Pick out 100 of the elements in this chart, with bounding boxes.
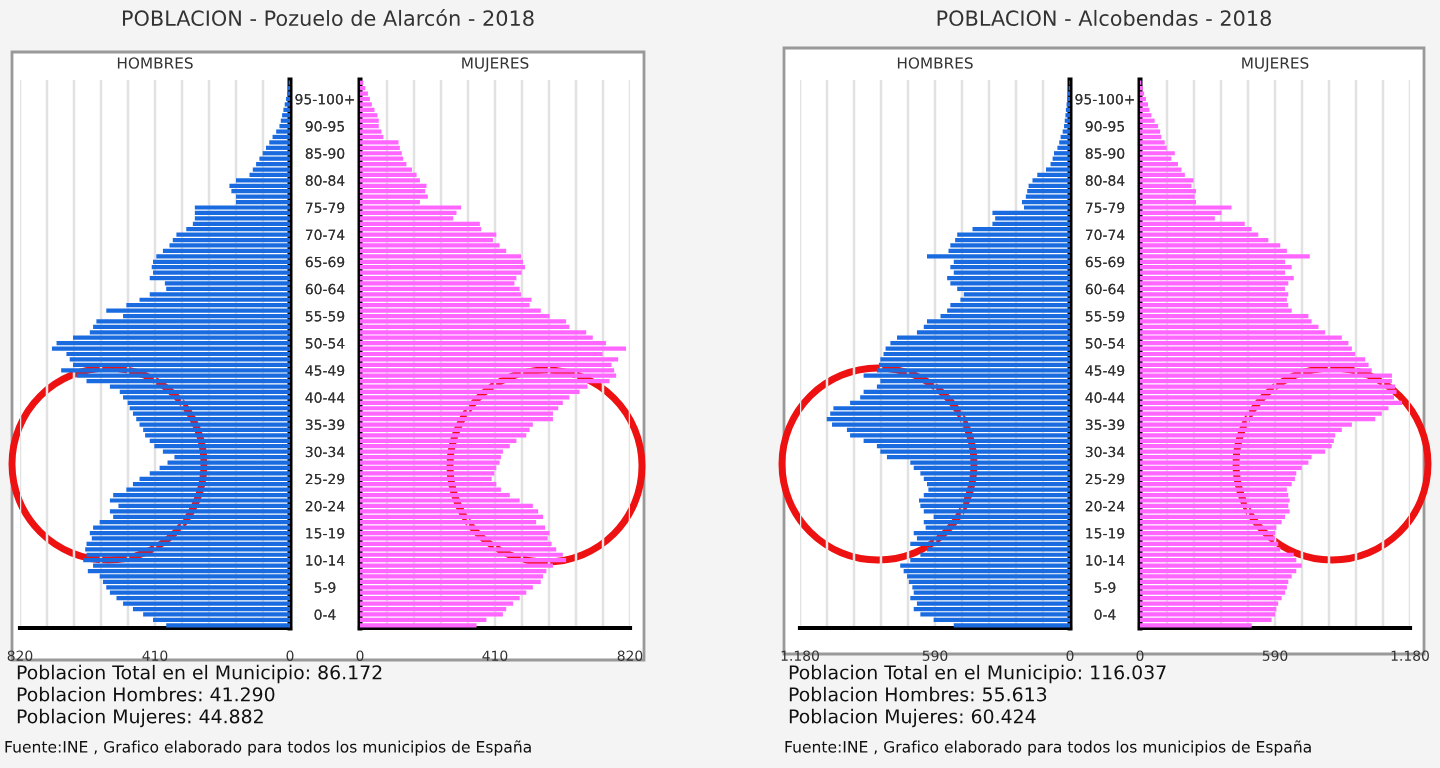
bar: [259, 156, 290, 161]
bar: [1140, 118, 1155, 123]
bar: [132, 411, 290, 416]
bar: [1140, 476, 1295, 481]
bar: [360, 433, 527, 438]
bar: [360, 107, 375, 112]
bar: [1025, 194, 1070, 199]
bar: [913, 465, 1070, 471]
bar: [1140, 525, 1277, 530]
bar: [282, 113, 290, 118]
bar: [83, 558, 290, 563]
bar: [1140, 384, 1396, 389]
text: Poblacion Total en el Municipio: 86.172: [17, 664, 382, 684]
bar: [96, 319, 290, 324]
bar: [963, 292, 1070, 297]
bar: [269, 140, 290, 145]
bar: [1027, 189, 1070, 194]
bar: [928, 487, 1070, 492]
bar: [1140, 541, 1279, 547]
bar: [99, 520, 290, 525]
bar: [360, 471, 495, 476]
bar: [920, 612, 1070, 617]
bar: [360, 579, 541, 584]
bar: [1140, 319, 1312, 324]
bar: [129, 406, 290, 411]
bar: [360, 536, 548, 541]
bar: [231, 189, 290, 194]
bar: [360, 96, 370, 102]
bar: [910, 541, 1070, 547]
bar: [360, 514, 544, 519]
bar: [926, 319, 1070, 324]
bar: [1140, 606, 1277, 612]
bar: [1140, 156, 1172, 161]
bar: [192, 221, 290, 226]
bar: [1064, 118, 1070, 123]
bar: [900, 563, 1070, 568]
bar: [880, 357, 1070, 362]
chart-title: POBLACION - Alcobendas - 2018: [937, 9, 1271, 27]
bar: [947, 308, 1070, 313]
bar: [360, 129, 382, 134]
bar: [1140, 335, 1342, 340]
bar: [360, 161, 407, 167]
bar: [360, 178, 420, 183]
bar: [149, 275, 290, 281]
bar: [252, 167, 290, 172]
bar: [1021, 199, 1070, 205]
bar: [360, 416, 553, 422]
bar: [1140, 617, 1272, 622]
bar: [1140, 189, 1197, 194]
bar: [916, 601, 1070, 606]
bar: [360, 183, 427, 188]
bar: [1140, 596, 1282, 601]
bar: [1140, 145, 1167, 150]
bar: [360, 460, 500, 465]
bar: [950, 281, 1070, 286]
bar: [920, 503, 1070, 509]
bar: [1140, 140, 1165, 145]
bar: [863, 373, 1070, 378]
bar: [1059, 140, 1070, 145]
bar: [113, 492, 290, 498]
bar: [86, 541, 290, 547]
bar: [1140, 536, 1275, 541]
bar: [360, 91, 368, 96]
bar: [913, 606, 1070, 612]
bar: [1140, 102, 1149, 107]
bar: [908, 579, 1070, 584]
bar: [360, 558, 567, 563]
bar: [360, 237, 494, 243]
bar: [360, 346, 627, 351]
bar: [1140, 362, 1369, 367]
bar: [360, 281, 515, 286]
bar: [1140, 568, 1297, 574]
bar: [360, 530, 550, 536]
bar: [169, 243, 290, 248]
bar: [360, 590, 527, 595]
bar: [360, 286, 520, 292]
bar: [1140, 379, 1392, 384]
bar: [1053, 151, 1070, 156]
bar: [897, 335, 1070, 340]
bar: [360, 482, 497, 487]
bar: [87, 568, 290, 574]
bar: [1140, 227, 1252, 232]
bar: [265, 145, 290, 150]
bar: [863, 389, 1070, 395]
bar: [229, 183, 290, 188]
bar: [1140, 438, 1334, 443]
bar: [360, 601, 514, 606]
bar: [360, 444, 510, 449]
bar: [360, 606, 507, 612]
bar: [139, 476, 290, 481]
bar: [1037, 172, 1070, 178]
bar: [360, 389, 580, 395]
bar: [1140, 292, 1289, 297]
bar: [1140, 286, 1286, 292]
bar: [950, 265, 1070, 270]
bar: [360, 205, 462, 210]
bar: [89, 530, 290, 536]
bar: [1140, 357, 1366, 362]
bar: [360, 172, 417, 178]
bar: [162, 248, 290, 254]
